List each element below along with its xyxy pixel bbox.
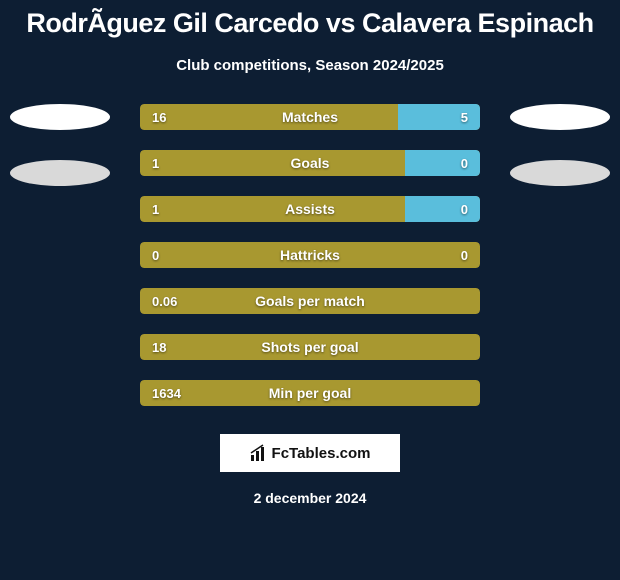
stats-container: 16Matches51Goals01Assists00Hattricks00.0… bbox=[140, 104, 480, 406]
stat-label: Min per goal bbox=[140, 380, 480, 406]
stat-label: Goals per match bbox=[140, 288, 480, 314]
stat-label: Hattricks bbox=[140, 242, 480, 268]
stat-row: 1Assists0 bbox=[140, 196, 480, 222]
stat-label: Matches bbox=[140, 104, 480, 130]
team-badge bbox=[10, 104, 110, 130]
left-badges bbox=[10, 104, 110, 186]
content: 16Matches51Goals01Assists00Hattricks00.0… bbox=[0, 104, 620, 406]
team-badge bbox=[510, 160, 610, 186]
team-badge bbox=[10, 160, 110, 186]
date: 2 december 2024 bbox=[0, 490, 620, 506]
stat-label: Assists bbox=[140, 196, 480, 222]
team-badge bbox=[510, 104, 610, 130]
page-title: RodrÃ­guez Gil Carcedo vs Calavera Espin… bbox=[0, 0, 620, 39]
stat-row: 16Matches5 bbox=[140, 104, 480, 130]
stat-right-value: 0 bbox=[461, 242, 468, 268]
stat-label: Shots per goal bbox=[140, 334, 480, 360]
right-badges bbox=[510, 104, 610, 186]
logo-text: FcTables.com bbox=[272, 445, 371, 462]
stat-right-value: 0 bbox=[461, 150, 468, 176]
stat-row: 1Goals0 bbox=[140, 150, 480, 176]
chart-icon bbox=[250, 444, 268, 462]
stat-row: 1634Min per goal bbox=[140, 380, 480, 406]
stat-row: 0.06Goals per match bbox=[140, 288, 480, 314]
footer-logo: FcTables.com bbox=[220, 434, 400, 472]
stat-row: 18Shots per goal bbox=[140, 334, 480, 360]
stat-right-value: 5 bbox=[461, 104, 468, 130]
stat-row: 0Hattricks0 bbox=[140, 242, 480, 268]
stat-label: Goals bbox=[140, 150, 480, 176]
subtitle: Club competitions, Season 2024/2025 bbox=[0, 57, 620, 74]
stat-right-value: 0 bbox=[461, 196, 468, 222]
